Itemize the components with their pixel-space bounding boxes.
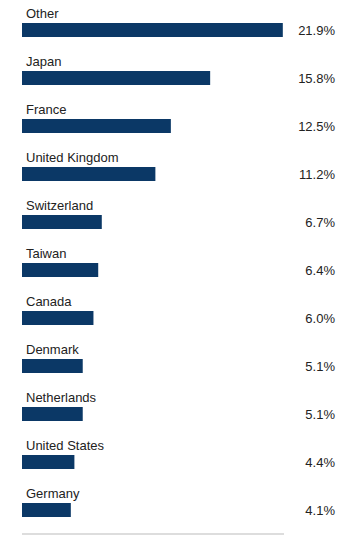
svg-text:Netherlands: Netherlands (26, 390, 97, 405)
svg-text:15.8%: 15.8% (298, 71, 335, 86)
svg-text:6.4%: 6.4% (305, 263, 335, 278)
svg-text:France: France (26, 102, 66, 117)
svg-text:Taiwan: Taiwan (26, 246, 66, 261)
svg-text:4.4%: 4.4% (305, 455, 335, 470)
svg-text:Denmark: Denmark (26, 342, 79, 357)
svg-text:6.7%: 6.7% (305, 215, 335, 230)
svg-text:Switzerland: Switzerland (26, 198, 93, 213)
svg-text:21.9%: 21.9% (298, 23, 335, 38)
svg-text:4.1%: 4.1% (305, 503, 335, 518)
svg-text:6.0%: 6.0% (305, 311, 335, 326)
svg-text:Germany: Germany (26, 486, 80, 501)
svg-text:United States: United States (26, 438, 105, 453)
svg-text:5.1%: 5.1% (305, 359, 335, 374)
svg-text:Canada: Canada (26, 294, 72, 309)
svg-text:Other: Other (26, 6, 59, 21)
svg-text:Japan: Japan (26, 54, 61, 69)
svg-text:United Kingdom: United Kingdom (26, 150, 119, 165)
svg-text:12.5%: 12.5% (298, 119, 335, 134)
svg-text:5.1%: 5.1% (305, 407, 335, 422)
svg-text:11.2%: 11.2% (299, 167, 335, 182)
